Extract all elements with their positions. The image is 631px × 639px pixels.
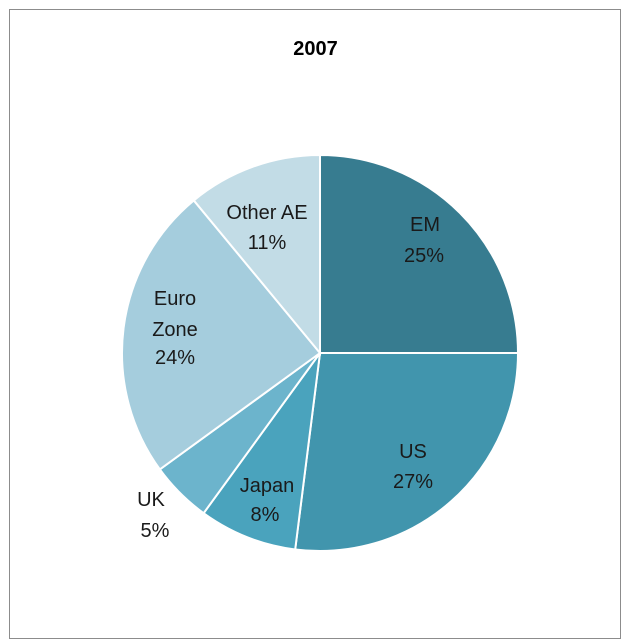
slice-name-label: EM — [410, 214, 440, 236]
slice-name-label: Zone — [152, 319, 198, 341]
slice-name-label: UK — [137, 489, 165, 511]
pie-chart: EM 25% US 27% Japan 8% UK 5% Euro Zone 24% Other AE… — [121, 153, 520, 552]
chart-title: 2007 — [293, 38, 338, 60]
pie-slice-japan — [202, 352, 321, 551]
slice-percent-label: 24% — [155, 347, 195, 369]
slice-percent-label: 5% — [141, 520, 170, 542]
pie-slice-euro-zone — [121, 199, 322, 471]
slice-name-label: Japan — [240, 475, 295, 497]
slice-percent-label: 27% — [393, 471, 433, 493]
slice-name-label: US — [399, 441, 427, 463]
slice-name-label: Other AE — [226, 202, 307, 224]
pie-slice-other-ae — [192, 153, 321, 356]
slice-name-label: Euro — [154, 288, 196, 310]
slice-percent-label: 25% — [404, 245, 444, 267]
slice-percent-label: 8% — [251, 504, 280, 526]
pie-slice-us — [294, 352, 520, 552]
slice-percent-label: 11% — [248, 232, 287, 254]
pie-slice-em — [319, 153, 520, 354]
